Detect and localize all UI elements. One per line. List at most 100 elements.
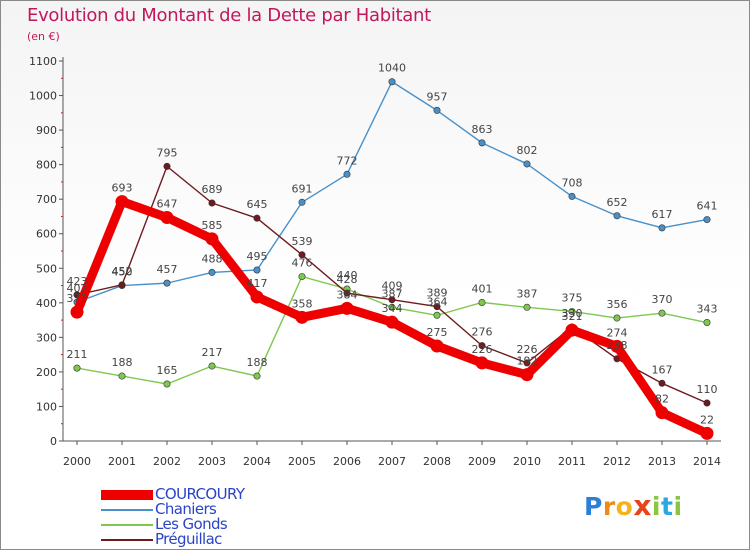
data-label: 708 bbox=[562, 176, 583, 189]
x-tick-label: 2004 bbox=[243, 455, 271, 468]
logo-letter: P bbox=[584, 492, 603, 521]
data-point bbox=[343, 170, 351, 178]
data-label: 321 bbox=[562, 310, 583, 323]
logo-letter: o bbox=[615, 492, 634, 521]
y-tick-label: 0 bbox=[50, 435, 57, 448]
data-label: 387 bbox=[382, 287, 403, 300]
data-point bbox=[523, 303, 531, 311]
data-point bbox=[703, 399, 711, 407]
data-point bbox=[163, 279, 171, 287]
y-tick-label: 700 bbox=[36, 193, 57, 206]
data-label: 373 bbox=[67, 292, 88, 305]
data-point bbox=[250, 290, 264, 304]
data-point bbox=[118, 281, 126, 289]
data-point bbox=[568, 192, 576, 200]
legend-label: Les Gonds bbox=[155, 515, 228, 533]
legend-swatch bbox=[101, 524, 153, 526]
data-point bbox=[478, 342, 486, 350]
legend-label: Chaniers bbox=[155, 500, 217, 518]
data-label: 192 bbox=[517, 355, 538, 368]
data-label: 384 bbox=[337, 288, 358, 301]
data-label: 217 bbox=[202, 346, 223, 359]
data-label: 645 bbox=[247, 198, 268, 211]
data-point bbox=[70, 305, 84, 319]
data-label: 450 bbox=[112, 266, 133, 279]
data-point bbox=[655, 406, 669, 420]
data-point bbox=[298, 198, 306, 206]
data-point bbox=[385, 315, 399, 329]
legend-label: Préguillac bbox=[155, 530, 222, 548]
data-label: 476 bbox=[292, 257, 313, 270]
data-label: 693 bbox=[112, 182, 133, 195]
data-label: 488 bbox=[202, 252, 223, 265]
data-point bbox=[613, 212, 621, 220]
chart-subtitle: (en €) bbox=[27, 30, 60, 43]
y-tick-label: 600 bbox=[36, 228, 57, 241]
data-point bbox=[343, 289, 351, 297]
data-point bbox=[298, 273, 306, 281]
data-label: 226 bbox=[517, 343, 538, 356]
y-tick-label: 200 bbox=[36, 366, 57, 379]
data-label: 389 bbox=[427, 287, 448, 300]
data-point bbox=[610, 339, 624, 353]
data-point bbox=[523, 160, 531, 168]
data-label: 330 bbox=[562, 307, 583, 320]
data-point bbox=[295, 310, 309, 324]
data-point bbox=[433, 303, 441, 311]
x-tick-label: 2013 bbox=[648, 455, 676, 468]
data-label: 652 bbox=[607, 196, 628, 209]
data-point bbox=[433, 106, 441, 114]
data-label: 344 bbox=[382, 302, 403, 315]
data-label: 585 bbox=[202, 219, 223, 232]
data-point bbox=[73, 364, 81, 372]
data-label: 647 bbox=[157, 197, 178, 210]
data-label: 211 bbox=[67, 348, 88, 361]
data-label: 1040 bbox=[378, 62, 406, 75]
x-tick-label: 2003 bbox=[198, 455, 226, 468]
x-tick-label: 2012 bbox=[603, 455, 631, 468]
data-label: 539 bbox=[292, 235, 313, 248]
data-label: 356 bbox=[607, 298, 628, 311]
data-label: 343 bbox=[697, 303, 718, 316]
data-label: 495 bbox=[247, 250, 268, 263]
data-label: 22 bbox=[700, 413, 714, 426]
data-point bbox=[388, 303, 396, 311]
data-point bbox=[520, 368, 534, 382]
data-label: 238 bbox=[607, 339, 628, 352]
data-point bbox=[478, 298, 486, 306]
data-label: 82 bbox=[655, 393, 669, 406]
data-label: 457 bbox=[157, 263, 178, 276]
data-point bbox=[478, 139, 486, 147]
x-tick-label: 2005 bbox=[288, 455, 316, 468]
data-label: 428 bbox=[337, 273, 358, 286]
data-label: 110 bbox=[697, 383, 718, 396]
logo-letter: i bbox=[651, 492, 661, 521]
x-tick-label: 2002 bbox=[153, 455, 181, 468]
data-label: 364 bbox=[427, 295, 448, 308]
x-tick-label: 2000 bbox=[63, 455, 91, 468]
data-label: 188 bbox=[112, 356, 133, 369]
legend-swatch bbox=[101, 490, 153, 500]
data-label: 689 bbox=[202, 183, 223, 196]
logo-letter: i bbox=[673, 492, 683, 521]
data-label: 795 bbox=[157, 146, 178, 159]
x-tick-label: 2011 bbox=[558, 455, 586, 468]
data-point bbox=[703, 216, 711, 224]
data-label: 641 bbox=[697, 200, 718, 213]
data-point bbox=[523, 359, 531, 367]
data-label: 957 bbox=[427, 90, 448, 103]
data-point bbox=[700, 426, 714, 440]
x-tick-label: 2014 bbox=[693, 455, 721, 468]
x-tick-label: 2006 bbox=[333, 455, 361, 468]
y-tick-label: 300 bbox=[36, 331, 57, 344]
data-label: 167 bbox=[652, 363, 673, 376]
data-point bbox=[703, 319, 711, 327]
y-tick-label: 1100 bbox=[29, 55, 57, 68]
legend-swatch bbox=[101, 539, 153, 541]
y-tick-label: 100 bbox=[36, 400, 57, 413]
legend-swatch bbox=[101, 509, 153, 511]
data-label: 275 bbox=[427, 326, 448, 339]
data-point bbox=[658, 379, 666, 387]
data-label: 358 bbox=[292, 297, 313, 310]
